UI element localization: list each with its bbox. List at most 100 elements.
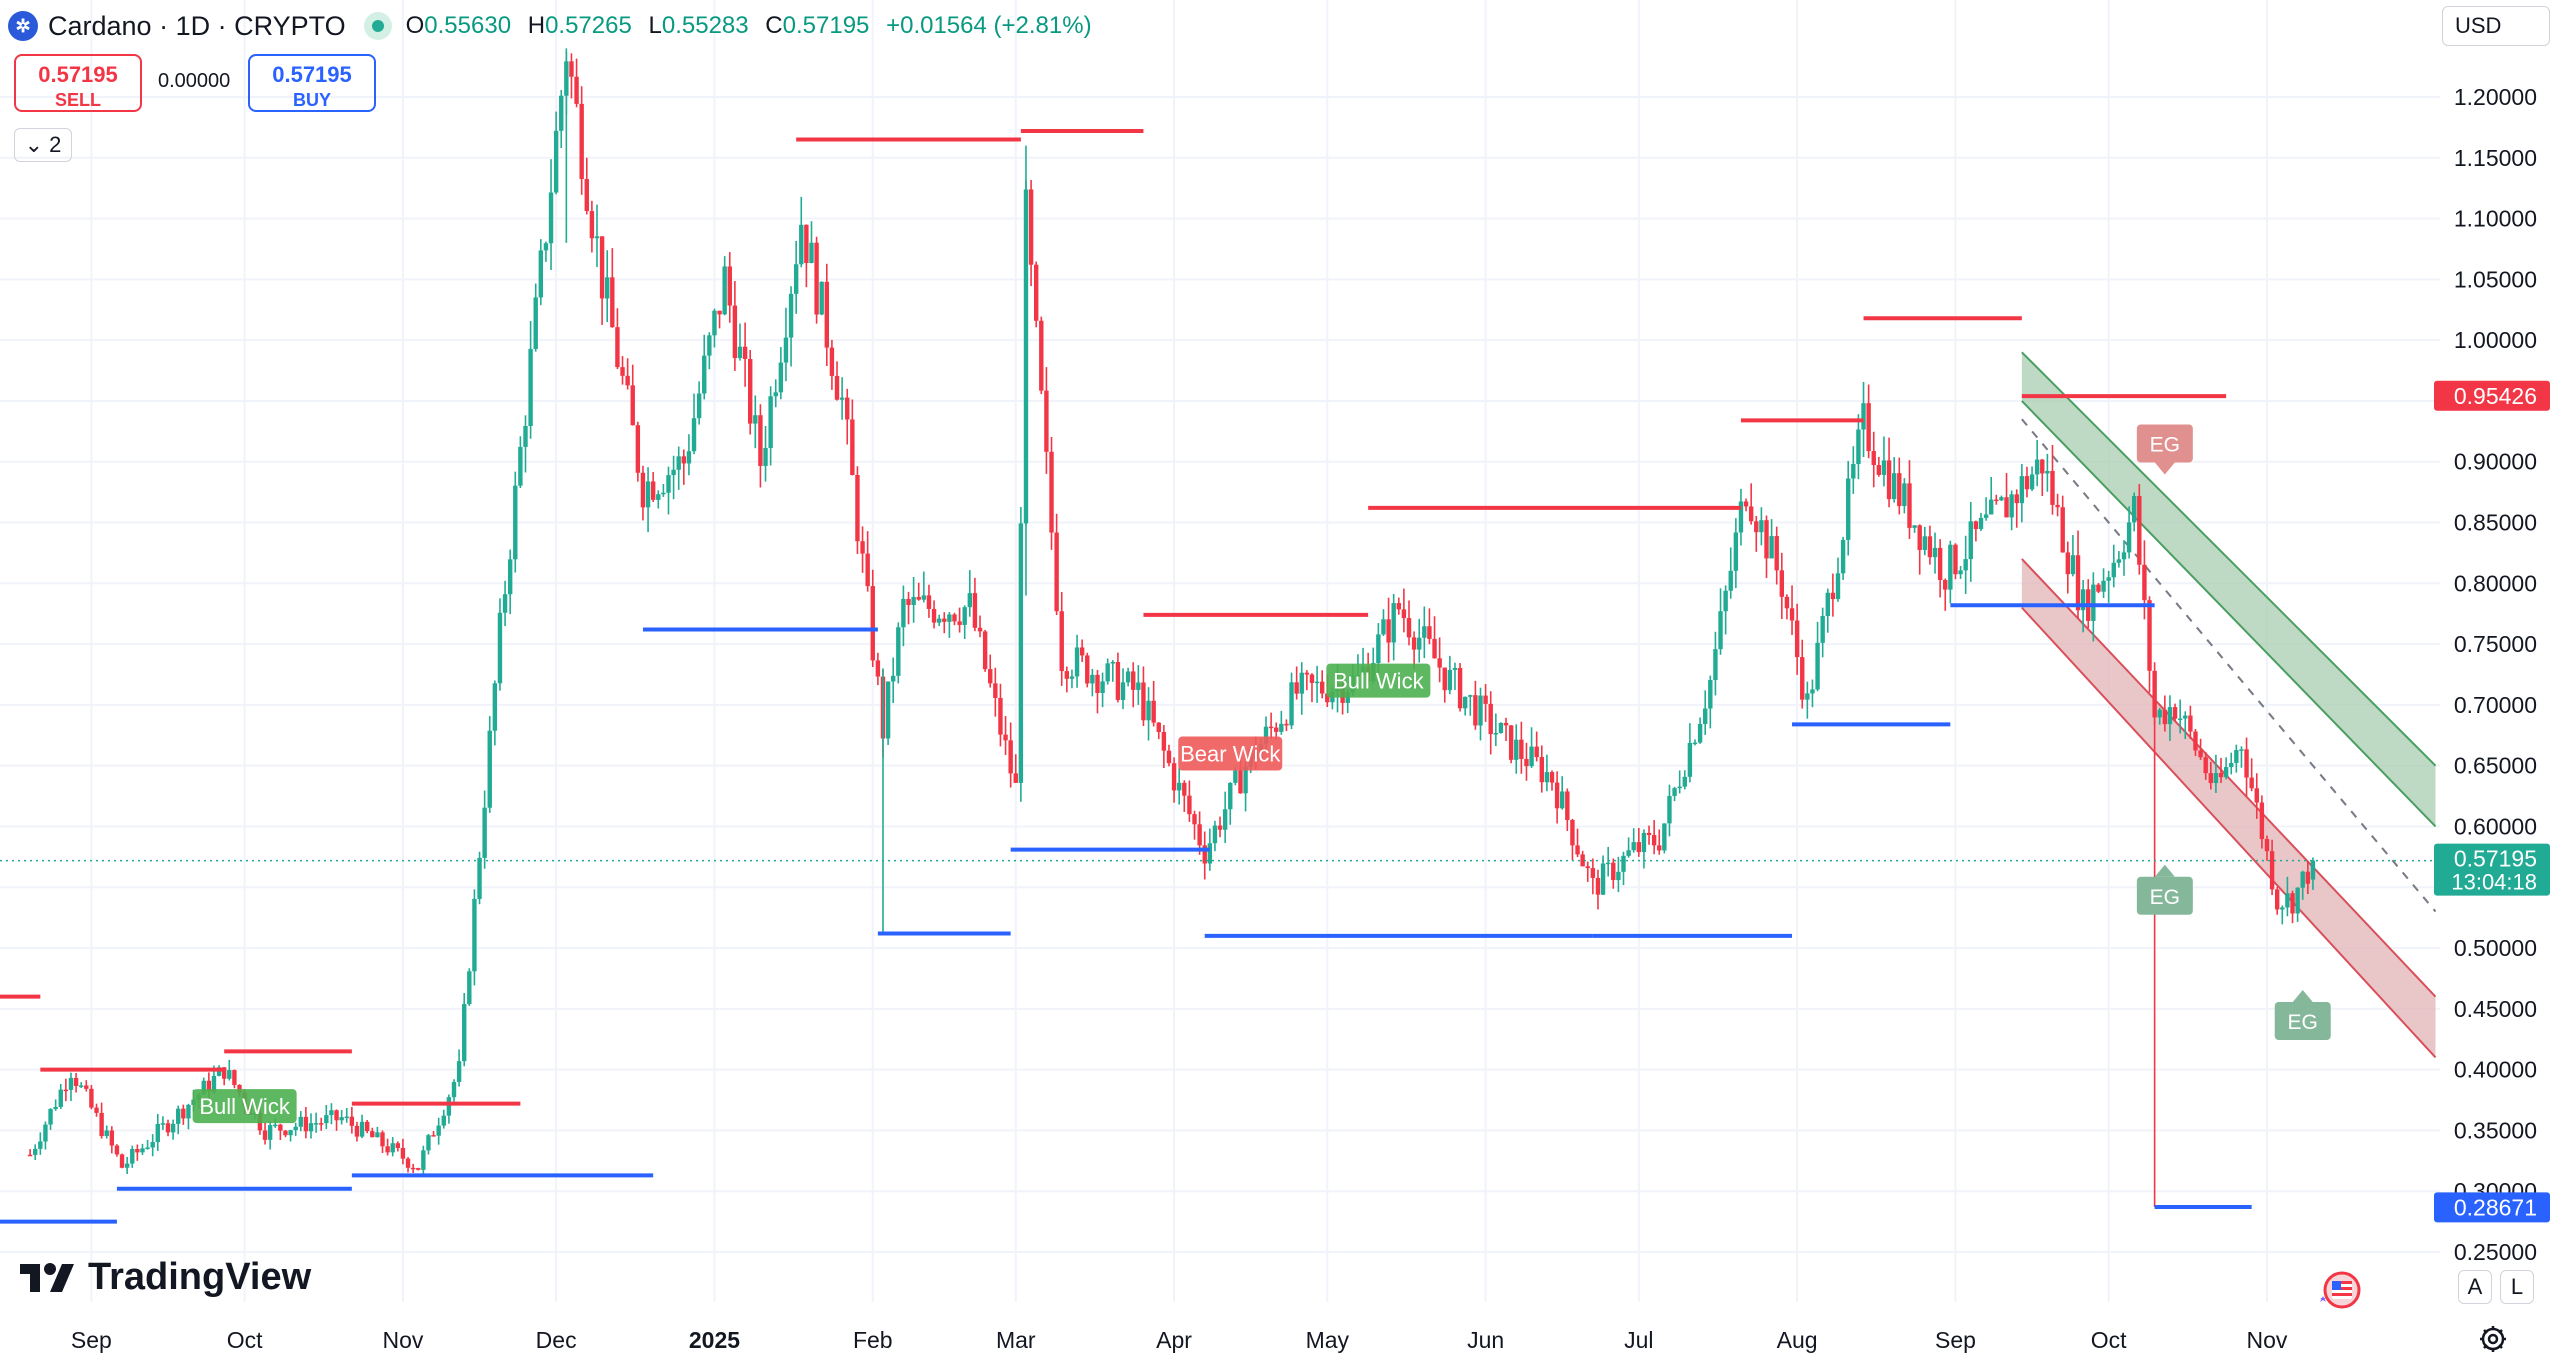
candle [2254, 773, 2259, 819]
candle [1779, 552, 1785, 620]
candle [737, 323, 743, 361]
candle [1524, 742, 1529, 781]
buy-button[interactable]: 0.57195 BUY [248, 54, 376, 112]
candle [793, 240, 799, 314]
candle [181, 1104, 186, 1125]
time-tick-label: Sep [1935, 1327, 1976, 1353]
auto-scale-button[interactable]: A [2458, 1270, 2492, 1304]
candle [1396, 597, 1401, 615]
candle [1054, 513, 1059, 616]
candle [967, 570, 973, 617]
price-tick-label: 0.70000 [2454, 692, 2537, 718]
candle [2244, 737, 2249, 797]
gear-icon[interactable] [2478, 1324, 2508, 1354]
channel-lower-line [2021, 400, 2437, 828]
candle [2203, 752, 2208, 780]
grid-lines [0, 0, 2440, 1302]
candle [1856, 414, 1861, 480]
symbol-title[interactable]: Cardano · 1D · CRYPTO [48, 10, 346, 41]
candle [773, 379, 778, 408]
candle [686, 434, 692, 476]
candle [2050, 444, 2055, 515]
candle [497, 598, 503, 691]
candle [1851, 446, 1856, 494]
candle [1064, 666, 1070, 693]
time-tick-label: Aug [1777, 1327, 1818, 1353]
candle [1600, 855, 1606, 895]
candle [2229, 752, 2234, 775]
candle [1881, 436, 1887, 487]
candle [53, 1099, 58, 1111]
candle [1560, 776, 1565, 810]
candle [339, 1110, 344, 1125]
candle [426, 1134, 431, 1155]
candle [375, 1126, 380, 1138]
indicators-toggle[interactable]: ⌄ 2 [14, 128, 72, 162]
candle [436, 1117, 441, 1145]
candle [1314, 665, 1320, 703]
candle [2106, 570, 2111, 603]
tradingview-logo[interactable]: TradingView [18, 1256, 311, 1299]
candle [2310, 857, 2316, 890]
candle [2116, 551, 2122, 568]
candle [1529, 727, 1534, 768]
close-value: 0.57195 [782, 12, 870, 39]
candle [952, 612, 957, 626]
candle [988, 654, 993, 688]
candle [186, 1103, 191, 1130]
candle [1825, 588, 1830, 633]
candle [1309, 673, 1315, 703]
candle [313, 1112, 319, 1133]
candle [63, 1078, 69, 1102]
price-tick-label: 1.10000 [2454, 206, 2537, 232]
currency-select[interactable]: USD [2442, 6, 2550, 46]
eg-label-text: EG [2150, 433, 2180, 456]
candle [1840, 536, 1846, 580]
sell-button[interactable]: 0.57195 SELL [14, 54, 142, 112]
candle [380, 1130, 385, 1153]
candle [2208, 761, 2214, 790]
candle [1891, 457, 1897, 503]
candle [446, 1094, 452, 1124]
candle [1468, 694, 1473, 716]
candle [68, 1072, 74, 1102]
log-scale-button[interactable]: L [2500, 1270, 2534, 1304]
candle [410, 1163, 416, 1173]
wick-label-text: Bear Wick [1180, 742, 1281, 767]
candle [584, 157, 589, 215]
candle [625, 358, 630, 390]
candle [1120, 668, 1126, 710]
us-flag-icon[interactable] [2316, 1270, 2364, 1310]
candle [758, 404, 763, 488]
candle [1794, 603, 1800, 675]
candle [2285, 876, 2290, 917]
candle [1008, 722, 1013, 788]
candle [916, 582, 921, 601]
cardano-coin-icon[interactable]: ✲ [8, 11, 38, 41]
candle [1156, 722, 1161, 740]
candle [559, 89, 564, 149]
candle [1621, 851, 1626, 886]
candle [947, 611, 952, 638]
candle [1228, 782, 1233, 825]
candle [2259, 795, 2265, 849]
price-tick-label: 0.65000 [2454, 753, 2537, 779]
candle [1534, 731, 1539, 762]
candle [1079, 639, 1085, 663]
candle [1718, 588, 1723, 655]
candle [742, 322, 748, 387]
candle [38, 1132, 43, 1155]
candle [753, 395, 758, 449]
candle [1927, 525, 1933, 565]
candle [1171, 757, 1177, 803]
market-status-icon[interactable] [363, 12, 392, 40]
currency-value: USD [2455, 13, 2502, 38]
candle [538, 239, 544, 306]
candle [962, 605, 967, 639]
candle [1871, 431, 1876, 488]
candle [2024, 466, 2030, 498]
candle [1886, 437, 1892, 508]
candle [1166, 744, 1172, 767]
candle [232, 1069, 237, 1089]
